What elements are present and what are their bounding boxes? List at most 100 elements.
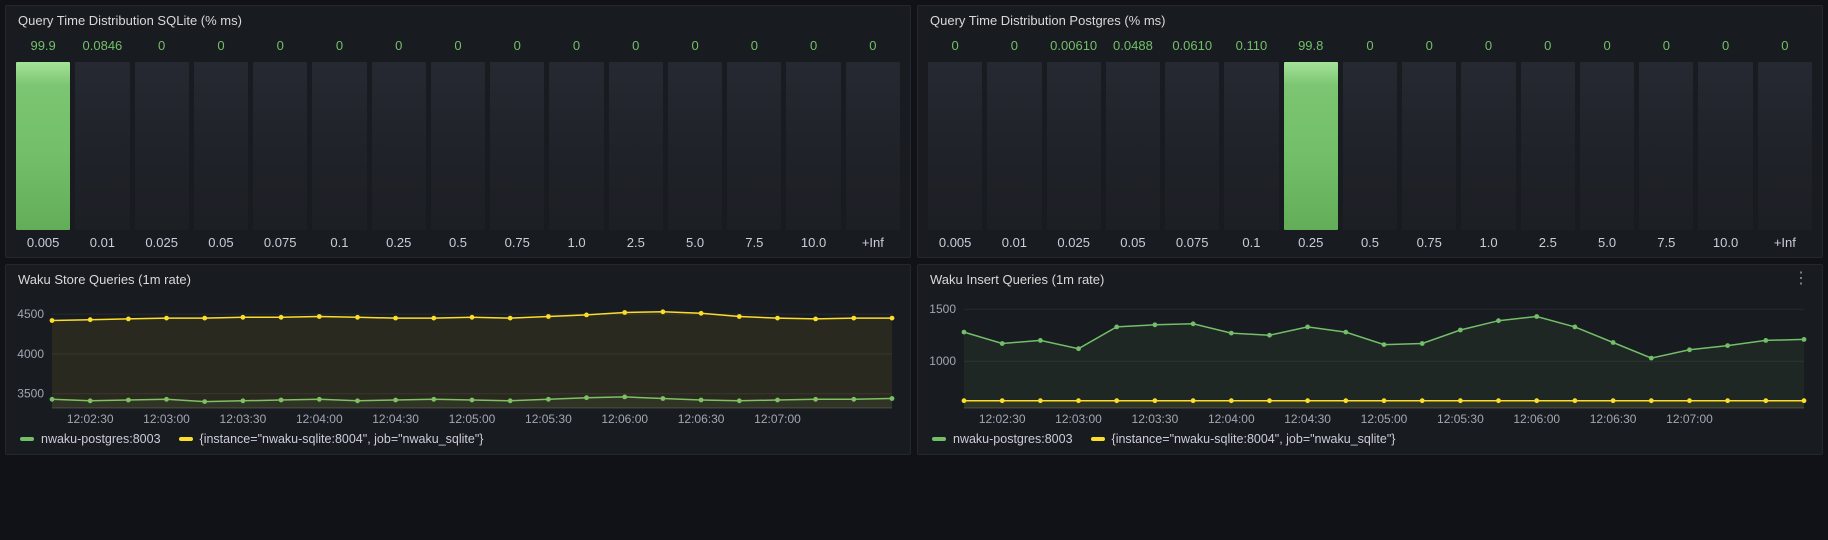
legend-label: nwaku-postgres:8003 bbox=[953, 431, 1073, 446]
bucket-bar bbox=[1698, 62, 1753, 230]
histogram-bucket[interactable]: 0 0.75 bbox=[490, 38, 545, 251]
data-point bbox=[961, 329, 967, 335]
histogram-bucket[interactable]: 0 10.0 bbox=[786, 38, 841, 251]
y-axis-tick-label: 1500 bbox=[929, 302, 956, 316]
bucket-value: 0 bbox=[1721, 38, 1730, 53]
histogram-bucket[interactable]: 0 10.0 bbox=[1698, 38, 1753, 251]
panel-title-store-queries[interactable]: Waku Store Queries (1m rate) bbox=[18, 271, 191, 287]
data-point bbox=[507, 398, 513, 404]
panel-title-sqlite-histogram[interactable]: Query Time Distribution SQLite (% ms) bbox=[18, 12, 242, 28]
bucket-label: 0.01 bbox=[89, 235, 116, 250]
bucket-value: 0 bbox=[1484, 38, 1493, 53]
histogram-bucket[interactable]: 0 +Inf bbox=[1757, 38, 1812, 251]
bucket-value: 0 bbox=[395, 38, 403, 53]
data-point bbox=[1458, 398, 1463, 404]
histogram-bucket[interactable]: 0 2.5 bbox=[608, 38, 663, 251]
data-point bbox=[87, 317, 93, 323]
data-point bbox=[584, 395, 589, 401]
data-point bbox=[1038, 398, 1043, 404]
panel-title-postgres-histogram[interactable]: Query Time Distribution Postgres (% ms) bbox=[930, 12, 1166, 28]
data-point bbox=[1610, 398, 1616, 404]
histogram-bucket[interactable]: 0 0.025 bbox=[134, 38, 189, 251]
data-point bbox=[1534, 314, 1540, 319]
data-point bbox=[1572, 324, 1578, 330]
insert-chart-canvas[interactable]: 1000 1500 12:02:30 12:03:00 12:03:30 12:04:00… bbox=[918, 293, 1822, 428]
bucket-bar bbox=[1639, 62, 1694, 230]
histogram-bucket[interactable]: 0 1.0 bbox=[549, 38, 604, 251]
data-point bbox=[999, 398, 1005, 404]
histogram-bucket[interactable]: 99.8 0.25 bbox=[1283, 38, 1338, 251]
bucket-bar bbox=[1579, 62, 1635, 230]
bucket-label: 0.005 bbox=[938, 235, 972, 250]
histogram-bucket[interactable]: 0.110 0.1 bbox=[1224, 38, 1279, 251]
x-axis-tick-label: 12:04:00 bbox=[1208, 412, 1255, 426]
panel-header: Query Time Distribution SQLite (% ms) bbox=[6, 6, 910, 34]
data-point bbox=[49, 396, 55, 402]
data-point bbox=[775, 397, 780, 403]
bucket-bar bbox=[1520, 62, 1575, 230]
data-point bbox=[393, 397, 398, 403]
data-point bbox=[507, 315, 513, 321]
bucket-bar bbox=[253, 62, 308, 230]
histogram-bucket[interactable]: 0 5.0 bbox=[667, 38, 723, 251]
data-point bbox=[698, 310, 704, 316]
x-axis-tick-label: 12:04:30 bbox=[1284, 412, 1331, 426]
store-time-series-chart[interactable]: 3500 4000 4500 12:02:30 12:03:00 12:03:30 12:0… bbox=[12, 295, 900, 428]
histogram-bucket[interactable]: 0 0.005 bbox=[928, 38, 983, 251]
histogram-bucket[interactable]: 0 7.5 bbox=[727, 38, 782, 251]
histogram-bucket[interactable]: 0 0.05 bbox=[193, 38, 249, 251]
data-point bbox=[1534, 398, 1540, 404]
data-point bbox=[1267, 398, 1272, 404]
histogram-bucket[interactable]: 0 2.5 bbox=[1520, 38, 1575, 251]
data-point bbox=[164, 396, 169, 402]
data-point bbox=[393, 315, 398, 321]
bucket-bar bbox=[1224, 62, 1279, 230]
histogram-postgres[interactable]: 0 0.005 0 0.01 0.00610 0.025 0.0488 0.05 0.0610 0… bbox=[918, 34, 1822, 257]
bucket-value: 0 bbox=[217, 38, 225, 53]
histogram-bucket[interactable]: 0 0.01 bbox=[987, 38, 1042, 251]
histogram-bucket[interactable]: 0 7.5 bbox=[1639, 38, 1694, 251]
bucket-value: 0 bbox=[335, 38, 344, 53]
histogram-bucket[interactable]: 0 0.5 bbox=[430, 38, 486, 251]
data-point bbox=[1496, 398, 1501, 404]
histogram-bucket[interactable]: 0 0.1 bbox=[312, 38, 367, 251]
dashboard-row-top: Query Time Distribution SQLite (% ms) 99… bbox=[5, 5, 1823, 258]
histogram-bucket[interactable]: 0 5.0 bbox=[1579, 38, 1635, 251]
histogram-bucket[interactable]: 0 0.75 bbox=[1402, 38, 1457, 251]
insert-time-series-chart[interactable]: 1000 1500 12:02:30 12:03:00 12:03:30 12:04:00… bbox=[924, 295, 1812, 428]
data-point bbox=[1763, 398, 1769, 404]
histogram-bucket[interactable]: 0 0.25 bbox=[371, 38, 426, 251]
legend-item-nwaku-sqlite[interactable]: {instance="nwaku-sqlite:8004", job="nwak… bbox=[178, 432, 483, 446]
data-point bbox=[736, 314, 742, 319]
legend-swatch-green bbox=[932, 436, 946, 441]
series-area-fill bbox=[52, 311, 892, 408]
panel-menu-kebab-icon[interactable]: ⋮ bbox=[1793, 270, 1809, 287]
legend-item-nwaku-postgres[interactable]: nwaku-postgres:8003 bbox=[20, 432, 161, 446]
histogram-bucket[interactable]: 0 0.075 bbox=[253, 38, 308, 251]
bucket-bar bbox=[1046, 62, 1101, 230]
x-axis-tick-label: 12:06:30 bbox=[678, 412, 725, 426]
histogram-sqlite[interactable]: 99.9 0.005 0.0846 0.01 0 0.025 0 0.05 0 0.075 0 0.1… bbox=[6, 34, 910, 257]
bucket-value: 0.0846 bbox=[82, 38, 123, 53]
histogram-bucket[interactable]: 99.9 0.005 bbox=[16, 38, 71, 251]
histogram-bucket[interactable]: 0 0.5 bbox=[1342, 38, 1398, 251]
histogram-bucket[interactable]: 0 1.0 bbox=[1461, 38, 1516, 251]
histogram-bucket[interactable]: 0.0488 0.05 bbox=[1105, 38, 1161, 251]
data-point bbox=[1114, 398, 1120, 404]
panel-header: Waku Insert Queries (1m rate) ⋮ bbox=[918, 265, 1822, 293]
bucket-value: 0 bbox=[1603, 38, 1611, 53]
data-point bbox=[546, 314, 551, 319]
histogram-bucket[interactable]: 0.00610 0.025 bbox=[1046, 38, 1101, 251]
bucket-bar bbox=[1105, 62, 1161, 230]
x-axis-tick-label: 12:03:30 bbox=[220, 412, 267, 426]
legend-item-nwaku-sqlite[interactable]: {instance="nwaku-sqlite:8004", job="nwak… bbox=[1090, 432, 1395, 446]
panel-title-insert-queries[interactable]: Waku Insert Queries (1m rate) bbox=[930, 271, 1105, 287]
bucket-label: 1.0 bbox=[1479, 235, 1498, 250]
store-chart-canvas[interactable]: 3500 4000 4500 12:02:30 12:03:00 12:03:30 12:0… bbox=[6, 293, 910, 428]
data-point bbox=[1190, 321, 1196, 327]
histogram-bucket[interactable]: 0.0610 0.075 bbox=[1165, 38, 1220, 251]
histogram-bucket[interactable]: 0 +Inf bbox=[845, 38, 900, 251]
histogram-bucket[interactable]: 0.0846 0.01 bbox=[75, 38, 130, 251]
legend-item-nwaku-postgres[interactable]: nwaku-postgres:8003 bbox=[932, 432, 1073, 446]
data-point bbox=[1419, 341, 1425, 346]
